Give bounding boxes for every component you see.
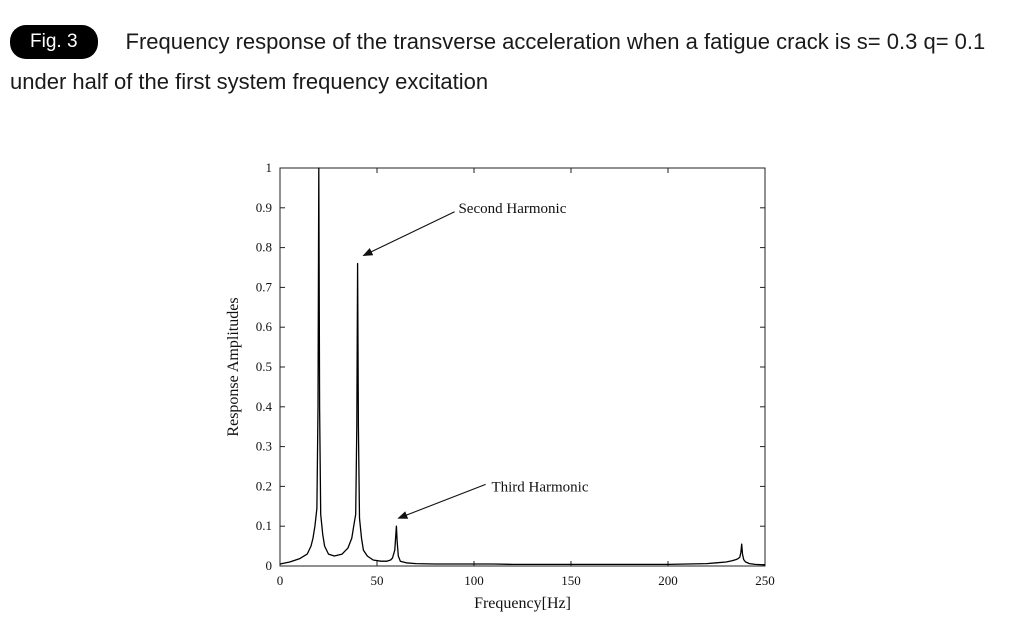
y-axis-title: Response Amplitudes	[225, 297, 242, 436]
annotation-label: Third Harmonic	[491, 479, 588, 495]
figure-number-badge: Fig. 3	[10, 25, 98, 59]
x-tick-label: 50	[371, 573, 384, 588]
x-tick-label: 0	[277, 573, 284, 588]
y-tick-label: 0.6	[256, 319, 273, 334]
annotation-arrow	[397, 483, 486, 519]
annotation-arrow	[362, 211, 455, 257]
y-tick-label: 0.3	[256, 439, 272, 454]
y-tick-label: 1	[266, 160, 273, 175]
series-line	[279, 167, 766, 566]
y-tick-label: 0	[266, 558, 273, 573]
x-axis-title: Frequency[Hz]	[474, 595, 571, 612]
x-tick-label: 150	[561, 573, 581, 588]
annotation-label: Second Harmonic	[458, 201, 566, 217]
tick-labels: 0 50 100 150 200 250 0 0.1 0.2 0.3 0.4 0.5 0.6 0.7 0.8…	[256, 160, 775, 588]
x-tick-label: 200	[658, 573, 678, 588]
y-tick-label: 0.2	[256, 478, 272, 493]
y-tick-label: 0.1	[256, 518, 272, 533]
caption-text: Frequency response of the transverse acc…	[10, 29, 986, 94]
x-tick-label: 100	[464, 573, 484, 588]
x-tick-label: 250	[755, 573, 775, 588]
axis-ticks	[279, 167, 766, 567]
y-tick-label: 0.9	[256, 200, 272, 215]
figure-caption: Fig. 3 Frequency response of the transver…	[10, 22, 1000, 102]
annotations: Second Harmonic Third Harmonic	[362, 201, 589, 519]
y-tick-label: 0.7	[256, 279, 273, 294]
plot-frame	[279, 167, 766, 567]
y-tick-label: 0.8	[256, 240, 272, 255]
y-tick-label: 0.4	[256, 399, 273, 414]
y-tick-label: 0.5	[256, 359, 272, 374]
